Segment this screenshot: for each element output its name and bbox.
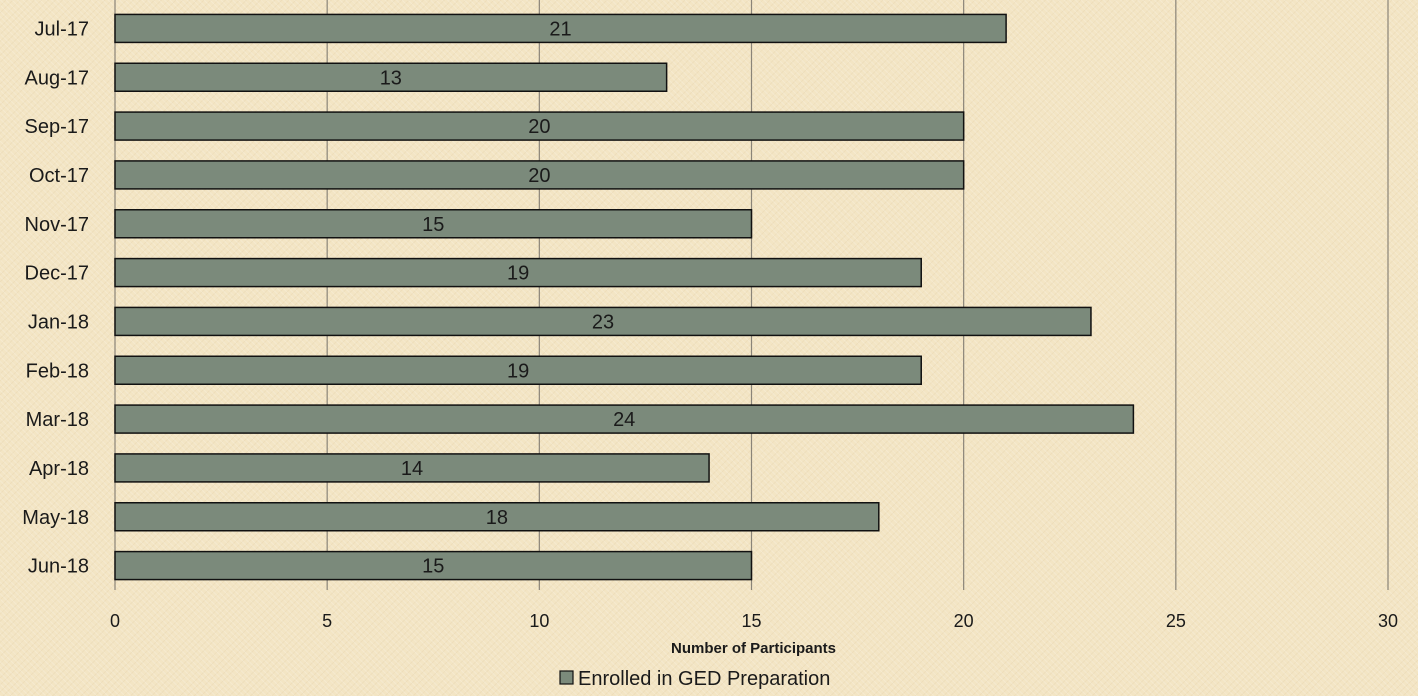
category-label: Apr-18 [29,458,89,480]
data-label: 18 [486,507,508,529]
bars: 21 13 20 20 15 19 23 19 24 14 18 15 [114,13,1135,581]
data-label: 13 [380,67,402,89]
x-tick-label: 10 [529,611,549,631]
bar [114,502,880,532]
data-label: 19 [507,360,529,382]
legend-label: Enrolled in GED Preparation [578,668,830,690]
bar [114,306,1092,337]
x-tick-label: 5 [322,611,332,631]
bar [114,404,1135,434]
category-label: Jul-17 [35,18,89,40]
category-label: Jun-18 [28,556,89,578]
x-tick-label: 30 [1378,611,1398,631]
bar [114,453,710,483]
data-label: 20 [528,116,550,138]
x-tick-label: 20 [954,611,974,631]
data-label: 15 [422,556,444,578]
category-labels: Jul-17 Aug-17 Sep-17 Oct-17 Nov-17 Dec-17 Jan-… [22,18,89,577]
bar [114,160,965,190]
category-label: Aug-17 [25,67,90,89]
data-label: 21 [549,18,571,40]
bar [114,550,753,581]
bar [114,257,922,288]
bar [114,209,753,239]
bar [114,13,1007,44]
x-tick-labels: 0 5 10 15 20 25 30 [110,611,1398,631]
category-label: Dec-17 [25,263,89,285]
category-label: Mar-18 [26,409,89,431]
data-label: 14 [401,458,423,480]
gridlines [114,0,1389,590]
bar [114,62,668,92]
bar [114,355,922,385]
legend-swatch [559,670,574,685]
data-label: 24 [613,409,635,431]
data-label: 23 [592,311,614,333]
x-tick-label: 25 [1166,611,1186,631]
category-label: Jan-18 [28,311,89,333]
x-axis-title: Number of Participants [671,640,836,657]
category-label: May-18 [22,507,89,529]
x-tick-label: 0 [110,611,120,631]
x-tick-label: 15 [741,611,761,631]
category-label: Oct-17 [29,165,89,187]
category-label: Sep-17 [25,116,90,138]
data-label: 15 [422,214,444,236]
category-label: Nov-17 [25,214,89,236]
data-label: 19 [507,263,529,285]
data-label: 20 [528,165,550,187]
bar [114,111,965,141]
legend: Enrolled in GED Preparation [559,668,830,690]
category-label: Feb-18 [26,360,89,382]
